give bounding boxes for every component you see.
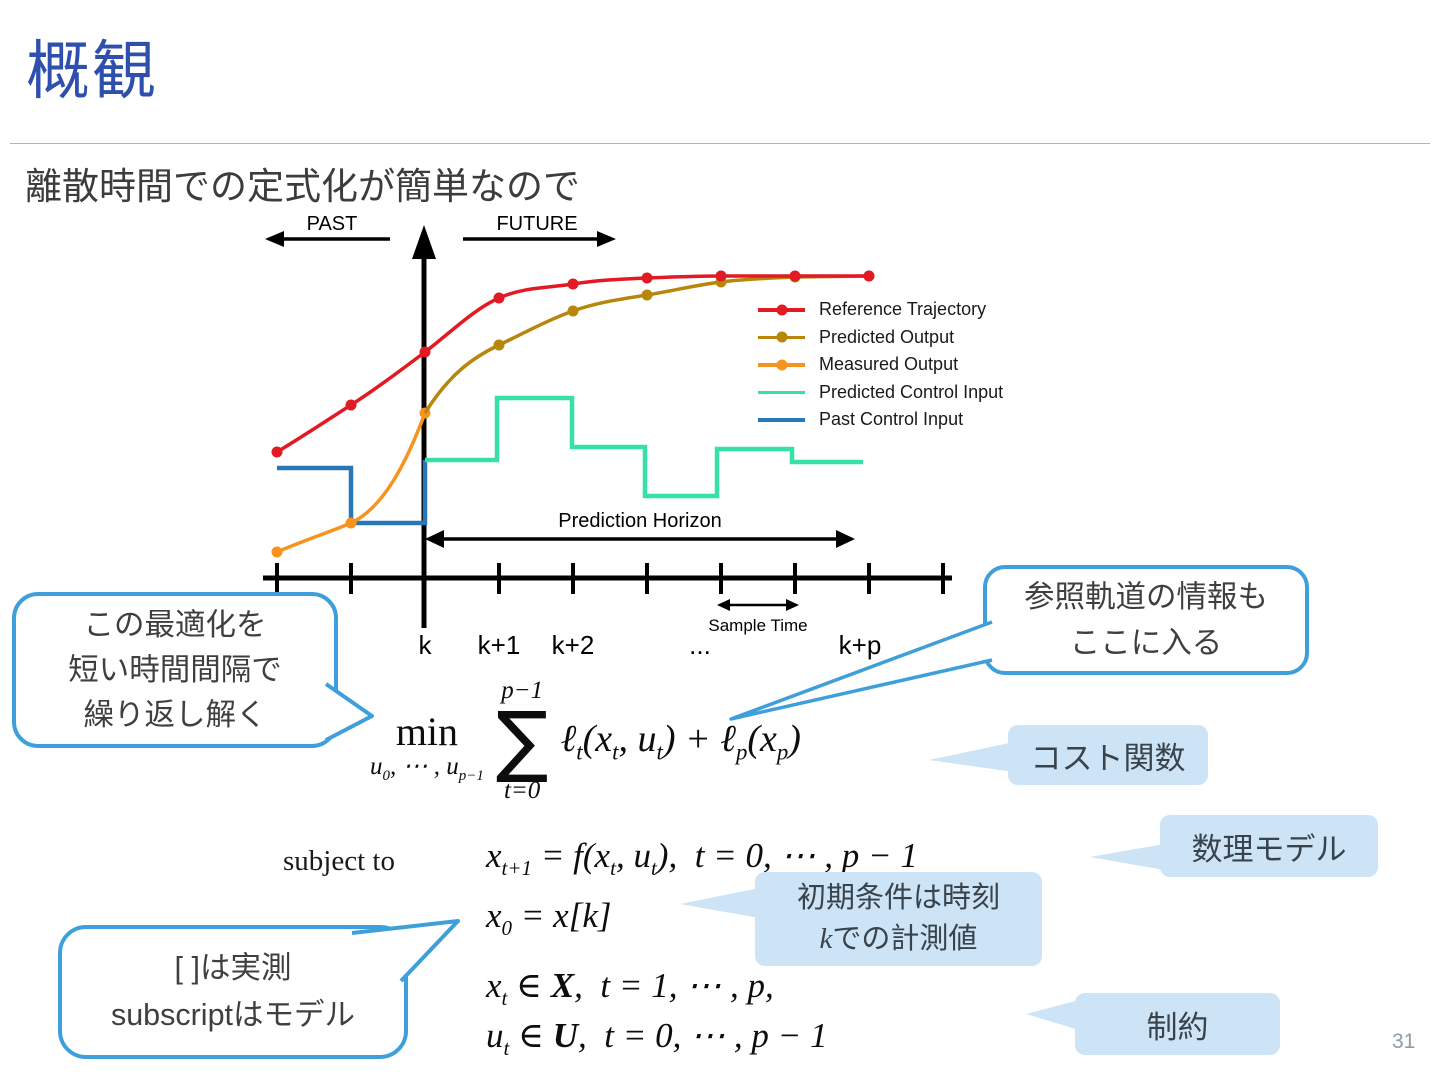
constraint-dynamics: xt+1 = f(xt, ut), t = 0, ⋯ , p − 1 <box>486 836 918 880</box>
sample-time-arrow <box>717 599 799 611</box>
min-operator-block: min u0, ⋯ , up−1 <box>370 708 484 789</box>
prediction-horizon-arrow <box>425 530 855 548</box>
label-initial-condition: 初期条件は時刻 kでの計測値 <box>755 872 1042 966</box>
sum-symbol: ∑ <box>495 696 549 786</box>
legend-item-reference-trajectory: Reference Trajectory <box>758 296 1003 324</box>
subject-to-label: subject to <box>283 845 395 877</box>
title-divider <box>10 143 1430 144</box>
constraint-initial-condition: x0 = x[k] <box>486 896 612 940</box>
constraint-input-set: ut ∈ U, t = 0, ⋯ , p − 1 <box>486 1016 828 1060</box>
callout-line: この最適化を <box>83 607 267 642</box>
legend-item-past-control-input: Past Control Input <box>758 406 1003 434</box>
label-model-tail <box>1090 844 1164 870</box>
cost-expression: ℓt(xt, ut) + ℓp(xp) <box>560 717 801 765</box>
label-cost-function: コスト関数 <box>1008 725 1208 785</box>
sum-lower-limit: t=0 <box>503 777 541 804</box>
legend-label: Reference Trajectory <box>819 299 987 320</box>
past-arrow <box>265 231 390 247</box>
tick-label-ellipsis: ... <box>689 630 711 660</box>
diagram-legend: Reference Trajectory Predicted Output Me… <box>758 296 1003 434</box>
objective-formula: min u0, ⋯ , up−1 p−1 ∑ t=0 ℓt(xt, ut) + … <box>370 666 801 816</box>
label-line: 初期条件は時刻 <box>796 882 1000 914</box>
legend-item-predicted-control-input: Predicted Control Input <box>758 379 1003 407</box>
axis-tick-labels: k k+1 k+2 ... k+p <box>419 630 882 660</box>
predicted-output-curve <box>423 274 870 414</box>
tick-label-k: k <box>419 630 433 660</box>
predicted-control-input-curve <box>425 395 863 499</box>
tick-label-kp: k+p <box>839 630 882 660</box>
legend-swatch-predicted-input <box>758 390 805 394</box>
min-subscript: u0, ⋯ , up−1 <box>370 752 484 784</box>
page-title: 概観 <box>26 35 158 107</box>
legend-label: Predicted Output <box>819 326 955 347</box>
label-initial-tail <box>680 888 759 918</box>
label-math-model: 数理モデル <box>1160 815 1378 877</box>
legend-swatch-predicted-output <box>758 331 805 343</box>
summation-block: p−1 ∑ t=0 <box>496 678 549 804</box>
callout-line: 参照軌道の情報も <box>1024 580 1268 614</box>
label-line: kでの計測値 <box>819 923 978 955</box>
callout-line: subscriptはモデル <box>110 998 356 1032</box>
callout-line: ここに入る <box>1069 626 1223 660</box>
legend-swatch-past-input <box>758 418 805 422</box>
callout-reference-info: 参照軌道の情報も ここに入る <box>983 565 1309 675</box>
legend-label: Predicted Control Input <box>819 381 1004 402</box>
prediction-horizon-label: Prediction Horizon <box>558 510 721 532</box>
vertical-axis <box>412 225 436 628</box>
slide-subtitle: 離散時間での定式化が簡単なので <box>25 166 580 207</box>
callout-line: 短い時間間隔で <box>68 652 282 687</box>
tick-label-k1: k+1 <box>478 630 521 660</box>
sample-time-label: Sample Time <box>708 616 807 635</box>
legend-item-predicted-output: Predicted Output <box>758 324 1003 352</box>
legend-label: Past Control Input <box>819 409 964 430</box>
callout-line: [ ]は実測 <box>174 951 292 985</box>
past-label: PAST <box>307 213 358 235</box>
legend-label: Measured Output <box>819 354 959 375</box>
label-cost-tail <box>929 742 1014 772</box>
future-arrow <box>463 231 616 247</box>
callout-line: 繰り返し解く <box>83 697 267 732</box>
time-axis <box>263 563 952 594</box>
sum-upper-limit: p−1 <box>501 677 544 704</box>
callout-measured-vs-model: [ ]は実測 subscriptはモデル <box>58 925 408 1059</box>
legend-swatch-measured-output <box>758 359 805 371</box>
tick-label-k2: k+2 <box>552 630 595 660</box>
future-label: FUTURE <box>496 213 577 235</box>
legend-item-measured-output: Measured Output <box>758 351 1003 379</box>
label-constraints: 制約 <box>1075 993 1280 1055</box>
reference-trajectory-points <box>271 270 875 458</box>
label-constraint-tail <box>1026 1000 1079 1030</box>
mpc-diagram: PAST FUTURE <box>263 213 952 660</box>
constraint-state-set: xt ∈ X, t = 1, ⋯ , p, <box>486 966 774 1010</box>
page-number: 31 <box>1392 1030 1416 1053</box>
legend-swatch-reference <box>758 304 805 316</box>
callout-repeat-optimization: この最適化を 短い時間間隔で 繰り返し解く <box>12 592 338 748</box>
min-operator: min <box>395 708 459 754</box>
past-control-input-curve <box>277 460 428 526</box>
